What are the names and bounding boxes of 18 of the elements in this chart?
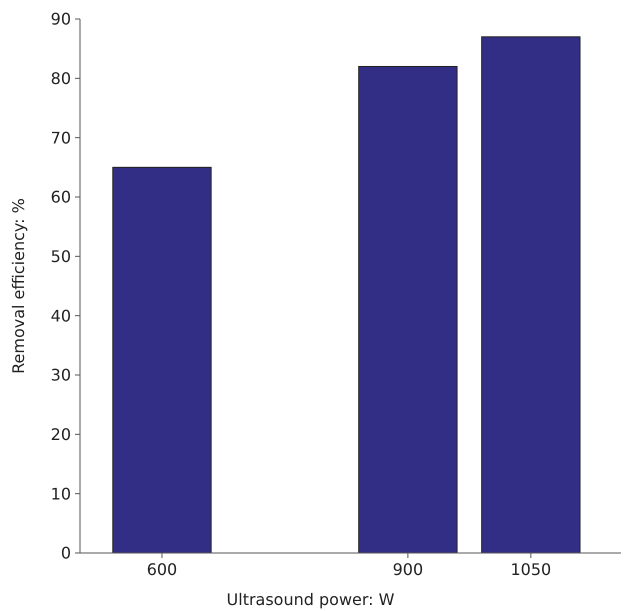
- y-tick-label: 0: [60, 544, 71, 563]
- bar: [112, 166, 212, 554]
- y-tick-label: 90: [50, 10, 71, 29]
- y-tick-label: 50: [50, 246, 71, 266]
- x-tick-label: 900: [392, 560, 424, 579]
- y-tick-label: 40: [50, 306, 71, 326]
- x-tick-label: 1050: [510, 560, 552, 579]
- y-tick-label: 30: [50, 366, 71, 385]
- bar: [481, 36, 581, 554]
- y-tick-label: 20: [50, 424, 71, 444]
- y-tick-label: 70: [50, 128, 71, 148]
- y-tick-label: 60: [50, 188, 71, 207]
- bar: [358, 66, 458, 554]
- y-axis-title: Removal efficiency: %: [9, 198, 28, 374]
- y-tick-label: 10: [50, 484, 71, 504]
- x-tick-label: 600: [146, 560, 178, 579]
- y-tick-label: 80: [50, 68, 71, 88]
- x-axis-title: Ultrasound power: W: [226, 590, 395, 609]
